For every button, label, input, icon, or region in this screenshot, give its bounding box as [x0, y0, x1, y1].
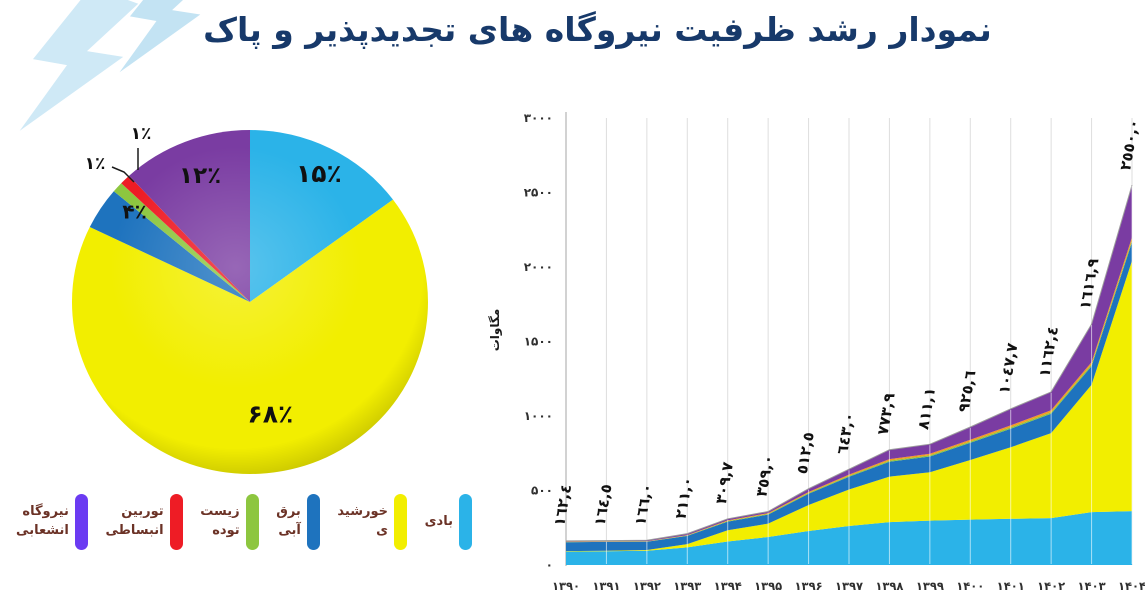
x-axis-year-label: ۱۳۹۳ [673, 579, 701, 593]
lightning-bolt-icon [119, 0, 213, 73]
lightning-decor [19, 0, 213, 131]
stack-top-outline [565, 184, 1133, 542]
y-axis-tick-label: ۰ [546, 558, 553, 572]
legend-swatch-hydro [306, 494, 320, 550]
pie-label-leader-line [111, 166, 135, 183]
x-axis-year-label: ۱۳۹۶ [795, 579, 823, 593]
x-axis-year-label: ۱۳۹۴ [714, 579, 742, 593]
page-title: نمودار رشد ظرفیت نیروگاه های تجدیدپذیر و… [203, 10, 992, 49]
legend-swatch-biomass [245, 494, 259, 550]
lightning-bolt-icon [19, 0, 139, 131]
legend-item-solar: خورشید ی [337, 494, 408, 550]
pie-percent-label-wind: ۱۵٪ [296, 159, 342, 188]
y-axis-tick-label: ۳۰۰۰ [524, 111, 553, 125]
legend-swatch-expansion-turbine [169, 494, 183, 550]
y-axis-title: مگاوات [488, 309, 503, 352]
area-series-solar [566, 260, 1132, 552]
pie-3d-bevel [72, 130, 428, 474]
y-axis-tick-label: ۱۵۰۰ [524, 335, 553, 349]
data-label-total: ٢٥٥٠,٠ [1116, 118, 1143, 172]
legend-item-hydro: برق آبی [276, 494, 320, 550]
data-label-total: ٩٢٥,٦ [955, 369, 980, 414]
legend-label-biomass: زیست توده [200, 504, 240, 538]
legend-swatch-wind [459, 494, 472, 550]
pie-percent-label-distributed-generation: ۱۲٪ [179, 163, 221, 189]
data-label-total: ٣٥٩,٠ [752, 453, 777, 498]
legend-item-expansion-turbine: توربین انبساطی [105, 494, 183, 550]
data-label-total: ١٦٢,٤ [550, 483, 575, 528]
y-axis-tick-label: ۲۵۰۰ [524, 186, 553, 200]
legend-item-wind: بادی [425, 494, 472, 550]
x-axis-year-label: ۱۳۹۵ [754, 579, 782, 593]
x-axis-year-label: ۱۴۰۴ [1118, 579, 1145, 593]
data-label-total: ٣٠٩,٧ [712, 461, 737, 506]
x-axis-year-label: ۱۴۰۲ [1037, 579, 1065, 593]
legend-item-distributed-generation: نیروگاه انشعابی [16, 494, 88, 550]
x-axis-year-label: ۱۳۹۷ [835, 579, 863, 593]
legend-label-wind: بادی [424, 513, 453, 529]
x-axis-year-label: ۱۳۹۲ [633, 579, 661, 593]
pie-percent-label-biomass: ۱٪ [85, 154, 106, 174]
x-axis-year-label: ۱۳۹۱ [592, 579, 620, 593]
x-axis-year-label: ۱۴۰۰ [956, 579, 984, 593]
data-label-total: ٨١١,١ [914, 386, 939, 431]
legend-swatch-solar [394, 494, 408, 550]
y-axis-tick-label: ۱۰۰۰ [524, 409, 553, 423]
legend-label-hydro: برق آبی [276, 504, 301, 538]
legend-label-solar: خورشید ی [337, 504, 389, 538]
legend-item-biomass: زیست توده [200, 494, 259, 550]
pie-percent-label-solar: ۶۸٪ [248, 399, 294, 428]
data-label-total: ١٠٤٧,٧ [995, 342, 1022, 396]
data-label-total: ١٦٦,٠ [631, 482, 656, 527]
pie-chart: ۱۵٪ ۶۸٪ ۴٪ ۱٪ ۱٪ ۱۲٪ [71, 124, 428, 475]
chart-legend: بادی خورشید ی برق آبی زیست توده توربین انبسا… [16, 480, 472, 564]
pie-percent-label-hydro: ۴٪ [122, 199, 146, 223]
x-axis-year-label: ۱۳۹۹ [916, 579, 944, 593]
x-axis-year-label: ۱۳۹۸ [875, 579, 903, 593]
data-label-total: ٧٧٣,٩ [874, 392, 899, 437]
x-axis-year-label: ۱۴۰۳ [1078, 579, 1106, 593]
pie-percent-label-expansion-turbine: ۱٪ [131, 124, 152, 144]
data-label-total: ٦٤٣,٠ [833, 411, 858, 456]
stacked-area-chart: ۰ ۵۰۰ ۱۰۰۰ ۱۵۰۰ ۲۰۰۰ ۲۵۰۰ ۳۰۰۰ مگاوات ۱۳۹۰ ۱۳۹۱ ۱۳… [488, 111, 1145, 593]
data-label-total: ٥١٢,٥ [793, 431, 818, 476]
x-axis-year-label: ۱۳۹۰ [552, 579, 580, 593]
y-axis-tick-label: ۲۰۰۰ [524, 260, 553, 274]
data-label-total: ٢١١,٠ [672, 475, 697, 520]
legend-swatch-distributed-generation [74, 494, 88, 550]
legend-label-distributed-generation: نیروگاه انشعابی [16, 504, 69, 538]
x-axis-year-label: ۱۴۰۱ [997, 579, 1025, 593]
data-label-total: ١٦٤,٥ [591, 482, 616, 527]
data-label-total: ١١٦٢,٤ [1035, 325, 1062, 379]
y-axis-tick-label: ۵۰۰ [531, 484, 553, 498]
legend-label-expansion-turbine: توربین انبساطی [105, 504, 164, 538]
